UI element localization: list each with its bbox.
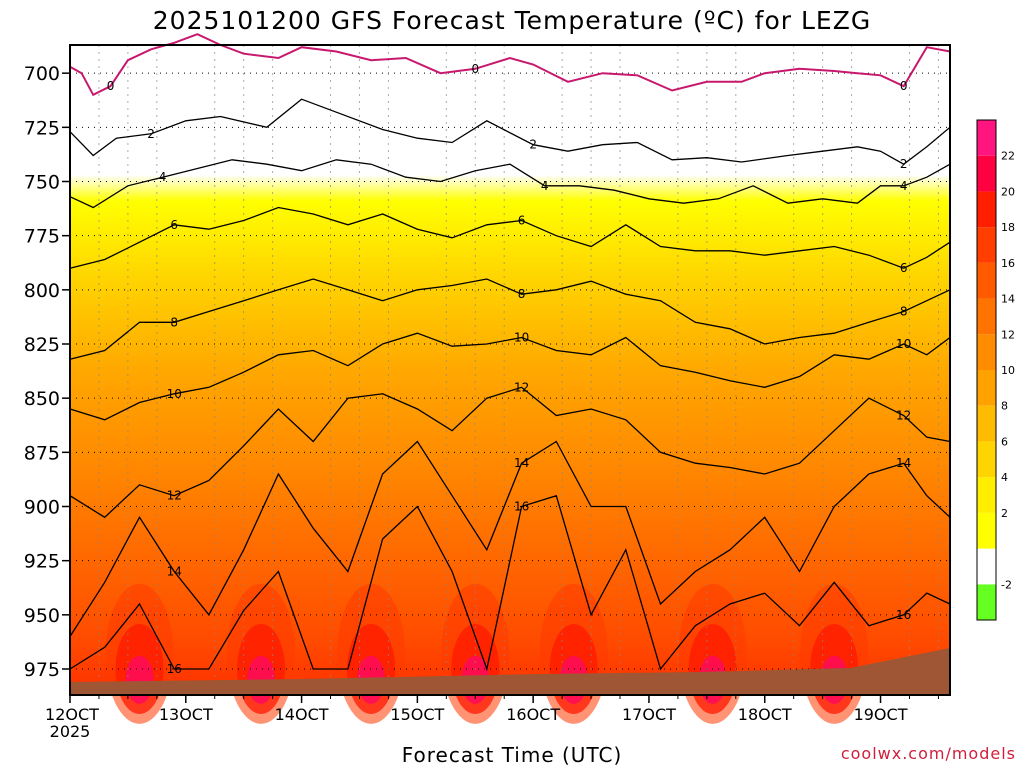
isotherm-label: 2 <box>900 157 908 171</box>
colorbar-tick-label: 18 <box>1001 221 1015 234</box>
y-tick-label: 850 <box>24 388 60 410</box>
x-tick-label: 16OCT <box>506 705 560 724</box>
x-tick-label: 13OCT <box>159 705 213 724</box>
y-tick-label: 750 <box>24 172 60 194</box>
y-tick-label: 775 <box>24 226 60 248</box>
isotherm-line <box>69 440 951 637</box>
colorbar-tick-label: 20 <box>1001 185 1015 198</box>
colorbar-tick-label: 6 <box>1001 435 1008 448</box>
isotherm-label: 2 <box>147 127 155 141</box>
isotherm-label: 16 <box>896 608 911 622</box>
y-tick-label: 700 <box>24 63 60 85</box>
isotherm-label: 4 <box>159 170 167 184</box>
y-tick-label: 900 <box>24 497 60 519</box>
y-tick-label: 875 <box>24 442 60 464</box>
colorbar-swatch <box>977 405 996 442</box>
isotherm-line <box>69 494 951 672</box>
isotherm-line <box>69 33 951 97</box>
isotherm-labels: 0 0 0 2 2 2 4 4 4 6 6 6 8 8 8 10 10 10 12 12 12 14 14 14 16 16 16 <box>107 62 912 676</box>
colorbar-swatch <box>977 441 996 478</box>
colorbar-tick-label: 4 <box>1001 471 1008 484</box>
colorbar-swatch <box>977 370 996 406</box>
isotherm-label: 14 <box>167 565 182 579</box>
isotherm-label: 10 <box>896 337 911 351</box>
colorbar-swatch <box>977 298 996 335</box>
isotherm-label: 10 <box>514 331 529 345</box>
x-tick-sublabel: 2025 <box>50 722 91 741</box>
y-tick-label: 800 <box>24 280 60 302</box>
x-axis-label: Forecast Time (UTC) <box>401 743 623 767</box>
colorbar-tick-label: 8 <box>1001 400 1008 413</box>
colorbar-tick-label: 16 <box>1001 257 1015 270</box>
chart-title: 2025101200 GFS Forecast Temperature (ºC)… <box>152 6 872 35</box>
colorbar-tick-label: 14 <box>1001 293 1015 306</box>
isotherm-line <box>69 206 951 269</box>
isotherm-label: 12 <box>167 489 182 503</box>
isotherm-label: 0 <box>471 62 479 76</box>
colorbar-swatch <box>977 548 996 585</box>
y-tick-label: 725 <box>24 117 60 139</box>
y-tick-label: 950 <box>24 605 60 627</box>
x-tick-label: 14OCT <box>275 705 329 724</box>
colorbar-swatch <box>977 334 996 370</box>
colorbar-swatch <box>977 191 996 228</box>
plot-frame <box>69 44 951 696</box>
colorbar-swatch <box>977 227 996 263</box>
isotherm-label: 6 <box>900 261 908 275</box>
x-tick-label: 15OCT <box>390 705 444 724</box>
colorbar-tick-label: 12 <box>1001 328 1015 341</box>
isotherm-label: 4 <box>541 179 549 193</box>
x-tick-label: 19OCT <box>854 705 908 724</box>
isotherm-label: 8 <box>518 287 526 301</box>
isotherm-label: 10 <box>167 387 182 401</box>
y-tick-label: 825 <box>24 334 60 356</box>
isotherm-lines <box>69 33 951 672</box>
isotherm-label: 0 <box>900 79 908 93</box>
isotherm-label: 16 <box>514 500 529 514</box>
x-tick-label: 12OCT <box>45 705 99 724</box>
isotherm-label: 14 <box>896 456 911 470</box>
isotherm-line <box>69 278 951 360</box>
colorbar-swatch <box>977 477 996 513</box>
isotherm-label: 2 <box>529 138 537 152</box>
colorbar-swatch <box>977 584 996 620</box>
isotherm-label: 0 <box>107 79 115 93</box>
isotherm-label: 6 <box>170 218 178 232</box>
isotherm-label: 8 <box>900 305 908 319</box>
colorbar-tick-label: -2 <box>1001 578 1012 591</box>
isotherm-label: 6 <box>518 214 526 228</box>
isotherm-label: 14 <box>514 456 529 470</box>
y-axis: 700 725 750 775 800 825 850 875 900 925 950 975 <box>24 63 70 681</box>
colorbar-swatch <box>977 120 996 156</box>
isotherm-line <box>69 98 951 165</box>
isotherm-label: 16 <box>167 662 182 676</box>
ground-terrain <box>70 648 950 695</box>
colorbar-frame <box>976 119 997 621</box>
colorbar-tick-label: 2 <box>1001 507 1008 520</box>
x-tick-label: 18OCT <box>738 705 792 724</box>
y-tick-label: 925 <box>24 551 60 573</box>
x-tick-label: 17OCT <box>622 705 676 724</box>
credit-label: coolwx.com/models <box>840 744 1016 763</box>
isotherm-line <box>69 159 951 209</box>
colorbar-swatch <box>977 512 996 549</box>
colorbar-tick-label: 22 <box>1001 150 1015 163</box>
isotherm-label: 12 <box>514 380 529 394</box>
isotherm-line <box>69 386 951 519</box>
isotherm-line <box>69 332 951 421</box>
colorbar-tick-label: 10 <box>1001 364 1015 377</box>
isotherm-label: 8 <box>170 315 178 329</box>
y-tick-label: 975 <box>24 659 60 681</box>
colorbar-swatch <box>977 262 996 299</box>
isotherm-label: 4 <box>900 179 908 193</box>
isotherm-label: 12 <box>896 409 911 423</box>
colorbar-swatch <box>977 155 996 192</box>
